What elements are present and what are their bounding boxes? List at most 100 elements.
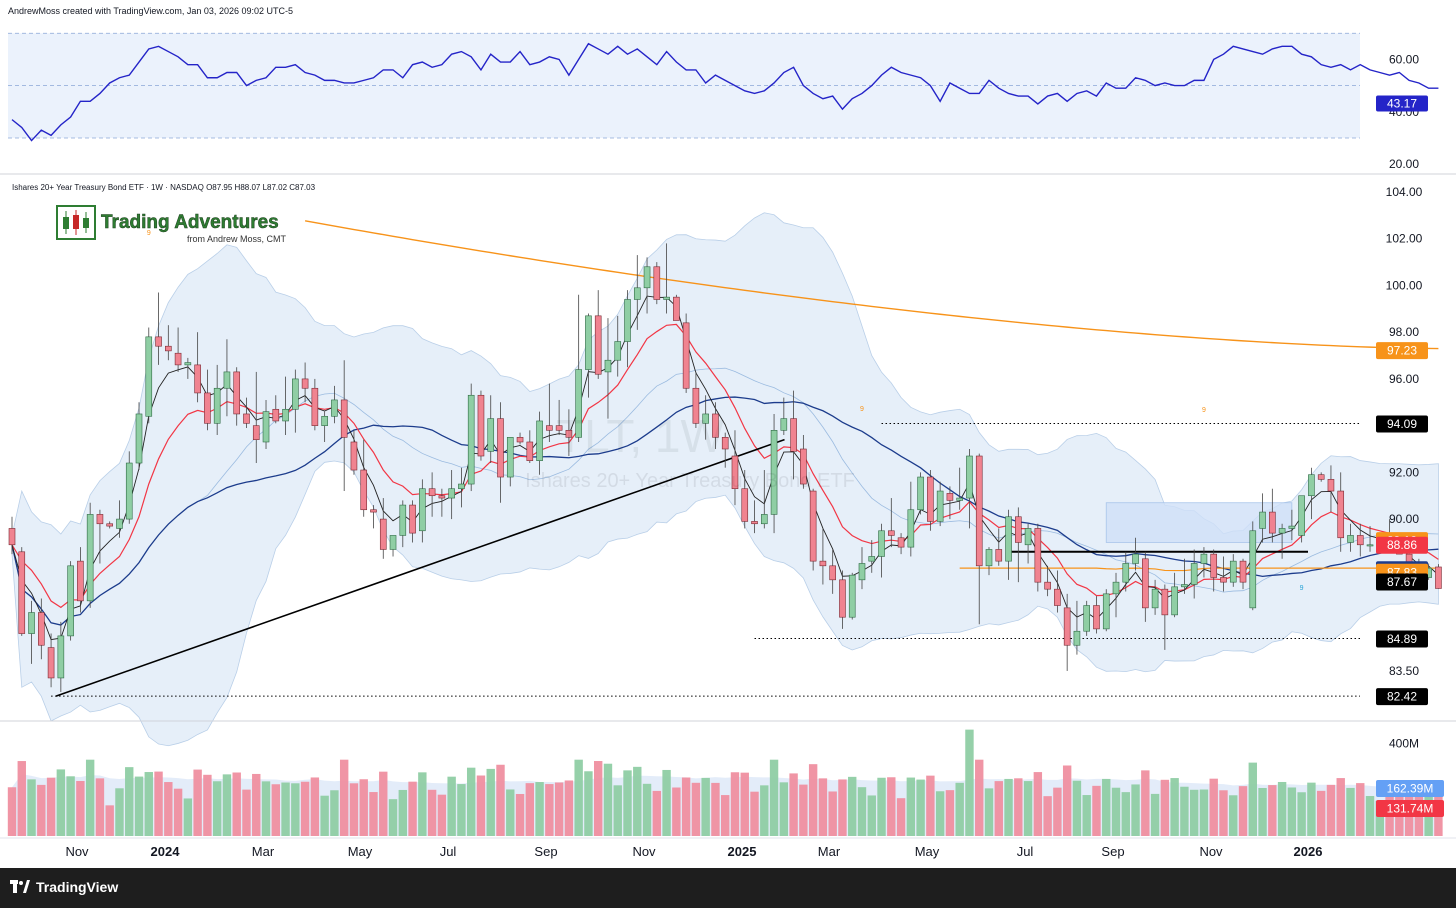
candle-body <box>1269 511 1276 534</box>
volume-bar <box>46 777 56 836</box>
volume-tag: 162.39M <box>1376 780 1444 797</box>
candle <box>301 362 309 403</box>
volume-bar <box>252 773 261 836</box>
volume-bar <box>1121 792 1130 836</box>
rsi-tick-label: 20.00 <box>1389 157 1419 171</box>
volume-bar <box>398 789 407 836</box>
volume-bar <box>76 780 85 836</box>
candle <box>800 434 807 489</box>
candle-body <box>1073 630 1081 646</box>
candle <box>135 402 143 471</box>
candle <box>497 402 504 503</box>
footer-bar <box>0 868 1456 908</box>
candle-body <box>8 528 16 546</box>
candle-body <box>1366 544 1374 547</box>
candle-body <box>106 523 113 527</box>
candle-body <box>497 418 504 478</box>
candle-body <box>223 371 231 389</box>
volume-bar <box>760 785 769 836</box>
volume-bar <box>906 777 916 836</box>
candle <box>643 257 651 314</box>
volume-bar <box>1219 790 1228 836</box>
price-tick-label: 98.00 <box>1389 325 1419 339</box>
candle-body <box>731 455 739 490</box>
candle <box>1034 523 1042 592</box>
tlt-weekly-chart[interactable]: 9 9 9 9 104.00 102.00 100.00 98.00 96.00 92.00 90… <box>0 0 1456 868</box>
volume-bar <box>408 781 417 836</box>
candle-body <box>760 514 768 525</box>
volume-bar <box>486 768 495 836</box>
volume-bar <box>1238 786 1248 836</box>
volume-bar <box>691 782 701 836</box>
candle-body <box>194 364 201 394</box>
candle-body <box>204 392 211 424</box>
candle <box>546 383 553 442</box>
volume-bar <box>984 788 994 836</box>
candle-body <box>1317 474 1325 480</box>
rsi-line <box>11 42 1439 142</box>
candle-body <box>86 514 94 602</box>
tradingview-brand[interactable]: TradingView <box>10 879 118 895</box>
candle-body <box>1054 588 1061 606</box>
candle <box>858 547 866 590</box>
time-tick-label: 2026 <box>1294 844 1323 859</box>
candle <box>331 385 338 424</box>
volume-bar <box>203 774 212 836</box>
candle <box>1190 549 1198 599</box>
candle <box>1298 495 1305 543</box>
candle-body <box>966 455 973 499</box>
volume-bar <box>799 784 808 836</box>
candle <box>28 600 35 664</box>
time-tick-label: 2025 <box>728 844 757 859</box>
volume-bar <box>1365 796 1375 836</box>
volume-bar <box>574 759 583 836</box>
candle <box>77 547 84 613</box>
volume-bar <box>896 798 906 836</box>
candle-body <box>477 394 485 457</box>
volume-bar <box>1014 778 1023 836</box>
candle <box>741 470 749 529</box>
candle-body <box>536 420 543 461</box>
candle-body <box>975 455 983 567</box>
volume-bar <box>975 759 984 836</box>
candle-body <box>917 476 924 511</box>
candle <box>878 523 885 578</box>
volume-bar <box>1033 772 1043 836</box>
candle-body <box>673 296 680 321</box>
candle <box>145 327 153 424</box>
candle <box>819 528 827 585</box>
volume-bar <box>271 784 280 836</box>
volume-bar <box>1141 770 1150 836</box>
candle-body <box>839 579 846 618</box>
bollinger-band <box>11 212 1439 747</box>
candle <box>1161 584 1169 650</box>
candle-body <box>995 549 1003 562</box>
candle-body <box>116 518 123 529</box>
candle <box>692 371 700 428</box>
candle <box>516 432 524 445</box>
volume-bar <box>457 784 466 836</box>
candle-body <box>702 413 709 424</box>
candle <box>868 540 876 573</box>
volume-tag-value: 162.39M <box>1387 782 1434 796</box>
volume-bar <box>857 787 867 836</box>
candle <box>467 383 475 492</box>
volume-bar <box>320 795 329 836</box>
candle-body <box>1102 593 1110 630</box>
candle <box>1308 467 1315 520</box>
volume-bar <box>818 778 828 836</box>
candle-body <box>379 518 387 550</box>
volume-bar <box>613 785 622 836</box>
candle <box>721 432 729 468</box>
volume-bar <box>330 790 339 836</box>
volume-bar <box>173 788 183 836</box>
volume-bar <box>261 781 271 836</box>
volume-bar <box>466 767 476 836</box>
candle <box>1132 537 1139 571</box>
candle <box>1317 472 1325 482</box>
candle <box>1151 579 1159 615</box>
price-tag-box <box>1376 688 1428 706</box>
candle-body <box>47 647 55 679</box>
candle-body <box>419 488 426 532</box>
candle-body <box>907 509 915 548</box>
